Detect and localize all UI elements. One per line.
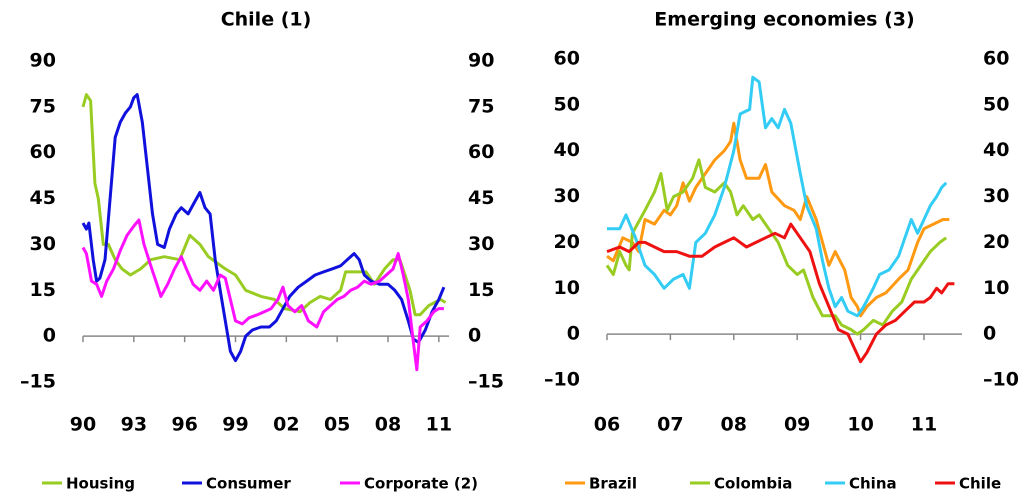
- x-tick-label: 05: [324, 414, 350, 436]
- series-line: [605, 158, 948, 336]
- y-tick-label: 30: [554, 185, 580, 207]
- x-tick-label: 07: [657, 414, 683, 436]
- x-tick-label: 90: [70, 414, 96, 436]
- y-tick-label: 50: [554, 93, 580, 115]
- series-line: [606, 222, 955, 364]
- series-line: [81, 93, 446, 363]
- y2-tick-label: –10: [983, 369, 1019, 391]
- x-tick-label: 11: [911, 414, 937, 436]
- series-line: [606, 121, 950, 318]
- y2-tick-label: 30: [983, 185, 1009, 207]
- y-tick-label: 75: [30, 95, 56, 117]
- y-tick-label: 40: [554, 139, 580, 161]
- y2-tick-label: 90: [468, 50, 494, 72]
- y-tick-label: 0: [43, 325, 56, 347]
- x-tick-label: 99: [222, 414, 248, 436]
- y-tick-label: –15: [20, 371, 56, 393]
- x-tick-label: 96: [171, 414, 197, 436]
- y2-tick-label: 60: [468, 141, 494, 163]
- y-tick-label: 90: [30, 50, 56, 72]
- legend-label: China: [849, 475, 897, 493]
- x-tick-label: 06: [594, 414, 620, 436]
- y2-tick-label: 75: [468, 95, 494, 117]
- y2-tick-label: 50: [983, 93, 1009, 115]
- legend-label: Consumer: [206, 475, 291, 493]
- y-tick-label: 45: [30, 187, 56, 209]
- series-line: [81, 93, 447, 317]
- chart-title: Chile (1): [221, 9, 312, 31]
- y2-tick-label: 0: [468, 325, 481, 347]
- y2-tick-label: 45: [468, 187, 494, 209]
- x-tick-label: 10: [847, 414, 873, 436]
- x-tick-label: 08: [721, 414, 747, 436]
- y2-tick-label: 15: [468, 279, 494, 301]
- y2-tick-label: 10: [983, 277, 1009, 299]
- chart-title: Emerging economies (3): [654, 9, 914, 31]
- y-tick-label: 20: [554, 231, 580, 253]
- y-tick-label: 60: [554, 48, 580, 70]
- y-tick-label: 30: [30, 233, 56, 255]
- y2-tick-label: 20: [983, 231, 1009, 253]
- x-tick-label: 08: [375, 414, 401, 436]
- y-tick-label: 60: [30, 141, 56, 163]
- y2-tick-label: 30: [468, 233, 494, 255]
- x-tick-label: 11: [426, 414, 452, 436]
- series-line: [81, 218, 444, 372]
- legend-label: Housing: [66, 475, 135, 493]
- y2-tick-label: 60: [983, 48, 1009, 70]
- x-tick-label: 09: [784, 414, 810, 436]
- legend-label: Brazil: [589, 475, 637, 493]
- y-tick-label: 0: [567, 323, 580, 345]
- x-tick-label: 02: [273, 414, 299, 436]
- y2-tick-label: –15: [468, 371, 504, 393]
- y2-tick-label: 0: [983, 323, 996, 345]
- x-tick-label: 93: [121, 414, 147, 436]
- legend-label: Chile: [959, 475, 1001, 493]
- legend-label: Corporate (2): [364, 475, 478, 493]
- y-tick-label: 10: [554, 277, 580, 299]
- series-line: [607, 75, 948, 318]
- legend-label: Colombia: [714, 475, 792, 493]
- y2-tick-label: 40: [983, 139, 1009, 161]
- y-tick-label: 15: [30, 279, 56, 301]
- y-tick-label: –10: [544, 369, 580, 391]
